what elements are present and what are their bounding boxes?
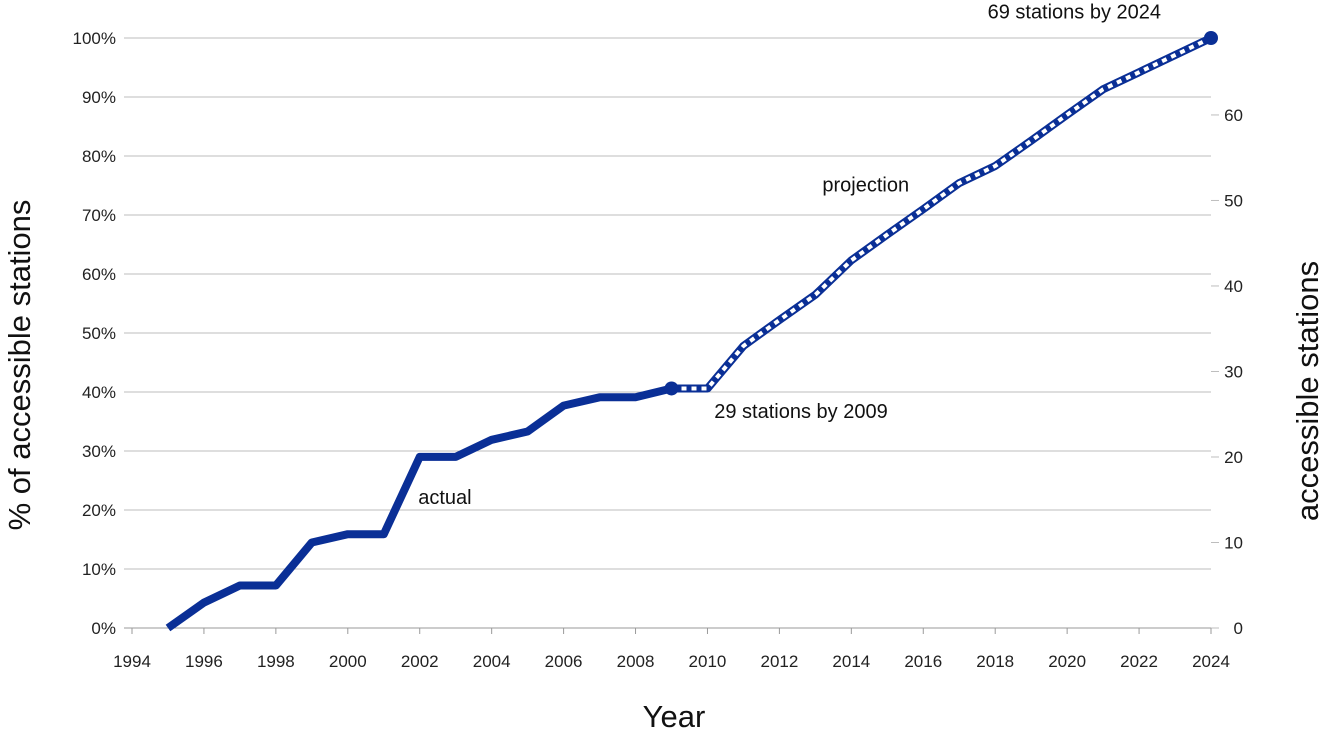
x-tick-label: 2014 <box>832 652 870 671</box>
y-tick-label: 70% <box>82 206 116 225</box>
x-tick-label: 2018 <box>976 652 1014 671</box>
x-tick-label: 2016 <box>904 652 942 671</box>
x-tick-label: 1998 <box>257 652 295 671</box>
y2-tick-label: 10 <box>1224 533 1243 552</box>
y2-tick-label: 20 <box>1224 448 1243 467</box>
y-tick-label: 10% <box>82 560 116 579</box>
y-tick-label: 60% <box>82 265 116 284</box>
y2-axis-title: accessible stations <box>1290 261 1321 521</box>
x-tick-label: 2020 <box>1048 652 1086 671</box>
y-tick-label: 80% <box>82 147 116 166</box>
y-tick-label: 100% <box>73 29 116 48</box>
data-point-marker <box>664 381 679 396</box>
series-line-projection <box>671 34 1213 393</box>
marker-layer <box>664 31 1218 396</box>
axis-layer: 0% 10% 20% 30% 40% 50% 60% 70% 80% 90% 100% 0 10 20 30… <box>73 29 1243 671</box>
annotation-label: actual <box>418 487 471 509</box>
y-tick-label: 50% <box>82 324 116 343</box>
y2-tick-label: 50 <box>1224 191 1243 210</box>
y-tick-label: 0% <box>91 619 116 638</box>
annotation-label: 69 stations by 2024 <box>988 2 1161 24</box>
y2-tick-label: 40 <box>1224 277 1243 296</box>
annotation-label: 29 stations by 2009 <box>714 401 887 423</box>
y2-tick-label: 30 <box>1224 362 1243 381</box>
x-tick-label: 1994 <box>113 652 151 671</box>
x-tick-label: 2004 <box>473 652 511 671</box>
y-tick-label: 30% <box>82 442 116 461</box>
x-tick-label: 2012 <box>760 652 798 671</box>
y2-tick-label: 0 <box>1234 619 1243 638</box>
x-tick-label: 2002 <box>401 652 439 671</box>
series-line-actual <box>165 384 673 632</box>
x-tick-label: 2022 <box>1120 652 1158 671</box>
x-tick-label: 2010 <box>689 652 727 671</box>
y-tick-label: 90% <box>82 88 116 107</box>
annotation-label: projection <box>822 174 909 196</box>
series-layer <box>165 34 1213 632</box>
y-axis-title: % of accessible stations <box>2 200 37 531</box>
series-line-projection-dash <box>671 36 1212 391</box>
x-tick-label: 2008 <box>617 652 655 671</box>
y2-tick-label: 60 <box>1224 106 1243 125</box>
x-tick-label: 1996 <box>185 652 223 671</box>
y-tick-label: 40% <box>82 383 116 402</box>
data-point-marker <box>1204 31 1218 45</box>
x-axis-title: Year <box>643 699 706 732</box>
x-tick-label: 2000 <box>329 652 367 671</box>
x-tick-label: 2024 <box>1192 652 1230 671</box>
x-tick-label: 2006 <box>545 652 583 671</box>
y-tick-label: 20% <box>82 501 116 520</box>
